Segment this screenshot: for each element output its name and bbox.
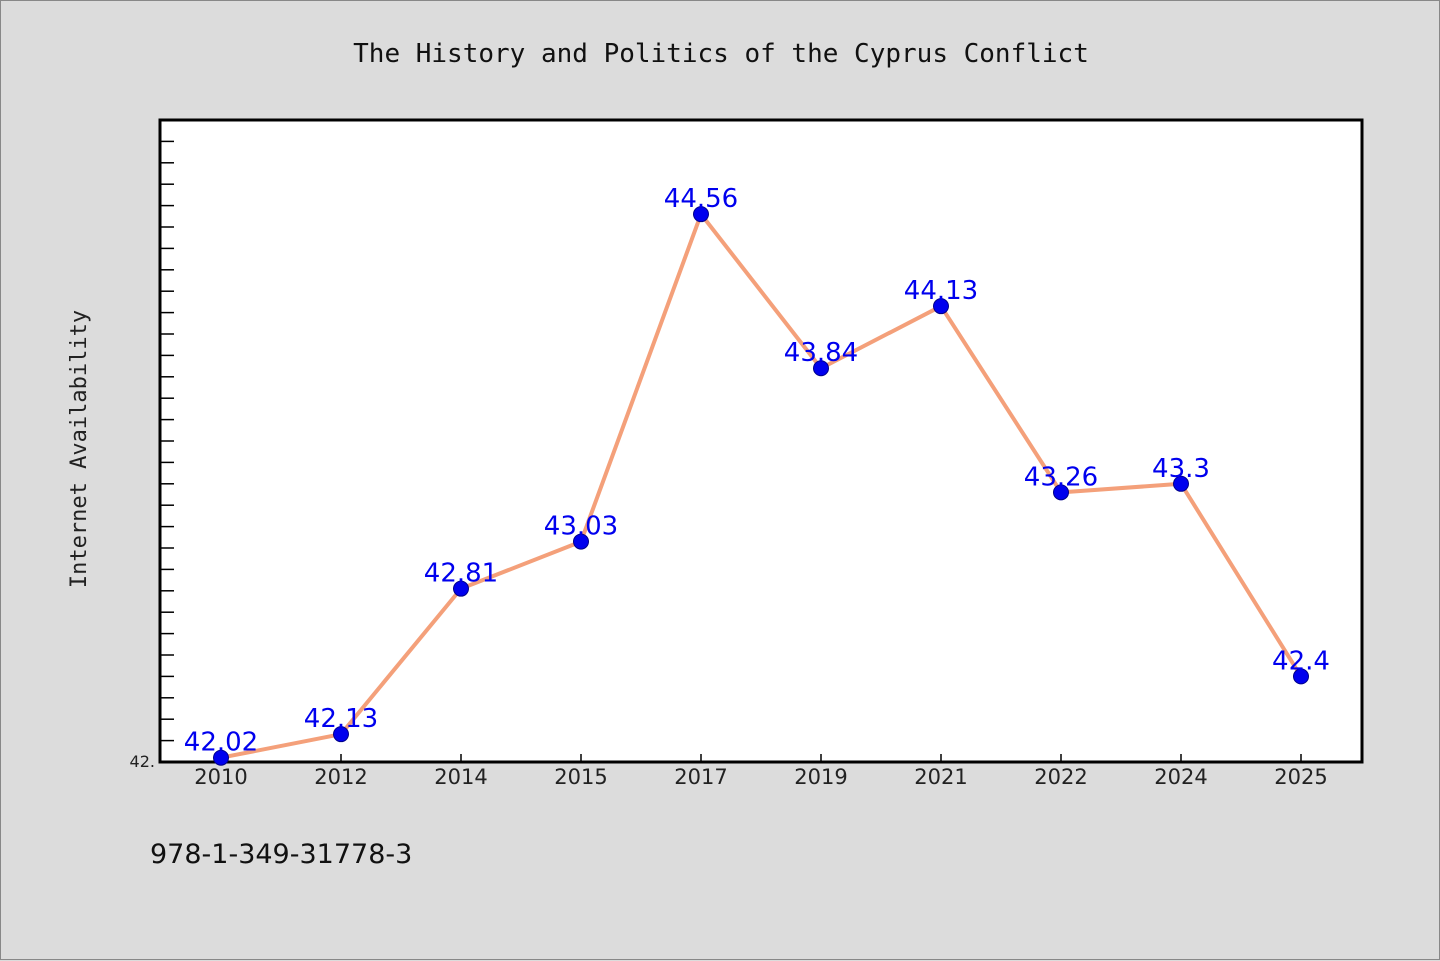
data-label: 44.56 — [664, 184, 738, 214]
series-markers — [213, 206, 1309, 766]
data-point — [1173, 475, 1189, 492]
x-tick-label: 2019 — [794, 765, 847, 789]
data-label: 43.3 — [1152, 454, 1210, 484]
x-tick-label: 2014 — [434, 765, 487, 789]
y-axis-label: Internet Availability — [67, 310, 92, 588]
x-tick-label: 2021 — [914, 765, 967, 789]
x-tick-label: 2025 — [1274, 765, 1327, 789]
data-point — [933, 298, 949, 315]
x-tick-label: 2012 — [314, 765, 367, 789]
data-point — [213, 749, 229, 766]
data-label: 42.4 — [1272, 646, 1330, 676]
data-point — [693, 206, 709, 223]
data-point — [453, 580, 469, 597]
data-point — [573, 533, 589, 550]
chart-title: The History and Politics of the Cyprus C… — [353, 39, 1089, 69]
data-label: 43.03 — [544, 512, 618, 542]
data-labels: 42.02 42.13 42.81 43.03 44.56 43.84 44.13 43.26… — [184, 184, 1330, 758]
data-point — [813, 360, 829, 377]
x-tick-label: 2024 — [1154, 765, 1207, 789]
x-tick-label: 2022 — [1034, 765, 1087, 789]
series-line — [220, 212, 1303, 760]
x-tick-label: 2015 — [554, 765, 607, 789]
y-axis-ticks — [160, 140, 174, 742]
data-label: 43.26 — [1024, 462, 1098, 492]
x-tick-label: 2010 — [194, 765, 247, 789]
data-label: 42.13 — [304, 704, 378, 734]
x-axis-labels: 2010 2012 2014 2015 2017 2019 2021 2022 2024 2025 — [194, 765, 1327, 789]
data-label: 44.13 — [904, 276, 978, 306]
isbn-text: 978-1-349-31778-3 — [150, 839, 412, 870]
data-label: 43.84 — [784, 338, 858, 368]
data-label: 42.81 — [424, 559, 498, 589]
data-point — [1053, 484, 1069, 501]
y-tick-label: 42. — [130, 752, 155, 771]
data-point — [1293, 668, 1309, 685]
data-point — [333, 726, 349, 743]
x-tick-label: 2017 — [674, 765, 727, 789]
data-label: 42.02 — [184, 728, 258, 758]
plot-area — [158, 118, 1364, 764]
